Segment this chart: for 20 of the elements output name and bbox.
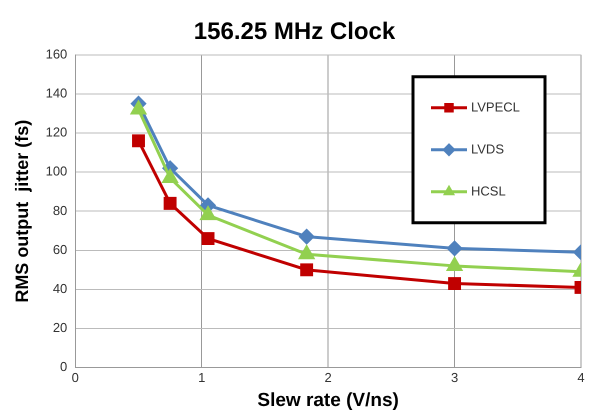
y-tick-label: 80 [52, 202, 68, 218]
y-tick-label: 60 [52, 242, 68, 257]
y-tick-label: 160 [46, 46, 68, 62]
legend-label: LVDS [471, 141, 504, 156]
x-tick-label: 4 [577, 370, 585, 385]
legend-label: LVPECL [471, 99, 520, 114]
x-tick-label: 0 [72, 370, 79, 385]
chart-title: 156.25 MHz Clock [194, 18, 396, 46]
y-tick-label: 140 [46, 85, 68, 100]
y-tick-label: 0 [60, 359, 68, 374]
y-axis-title: RMS output jitter (fs) [12, 120, 32, 303]
y-tick-label: 40 [52, 280, 68, 296]
legend-label: HCSL [471, 183, 506, 198]
y-tick-label: 20 [52, 320, 68, 336]
x-tick-label: 1 [198, 370, 206, 385]
x-tick-label: 2 [324, 370, 332, 385]
x-tick-label: 3 [450, 370, 458, 385]
y-tick-label: 120 [46, 124, 68, 140]
x-axis-title: Slew rate (V/ns) [257, 390, 399, 411]
y-tick-label: 100 [46, 164, 68, 179]
